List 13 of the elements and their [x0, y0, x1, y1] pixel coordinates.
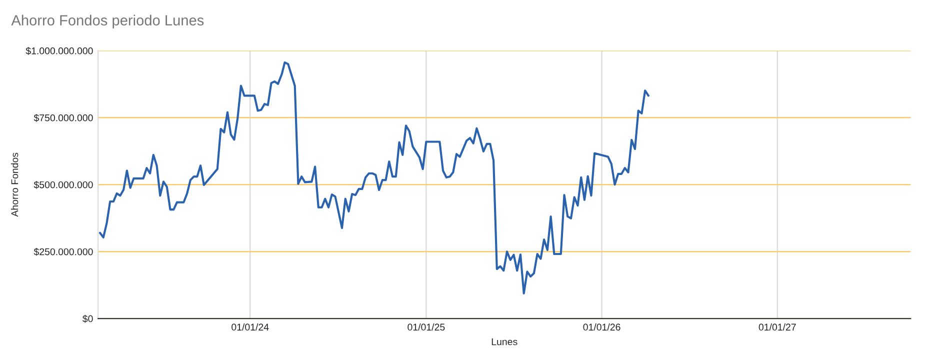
y-tick-label: $250.000.000: [34, 248, 93, 256]
y-tick-label: $1.000.000.000: [26, 47, 93, 55]
y-tick-label: $500.000.000: [34, 180, 93, 189]
y-tick-label: $750.000.000: [34, 114, 93, 122]
chart-title: Ahorro Fondos periodo Lunes: [11, 14, 204, 28]
x-axis-title: Lunes: [492, 338, 518, 346]
y-tick-label: $0: [82, 314, 93, 323]
x-tick-label: 01/01/25: [408, 323, 445, 331]
x-tick-label: 01/01/26: [583, 323, 620, 331]
x-tick-label: 01/01/24: [232, 323, 269, 331]
y-axis-title: Ahorro Fondos: [11, 152, 18, 217]
line-series: [98, 61, 650, 294]
x-tick-label: 01/01/27: [758, 323, 796, 331]
